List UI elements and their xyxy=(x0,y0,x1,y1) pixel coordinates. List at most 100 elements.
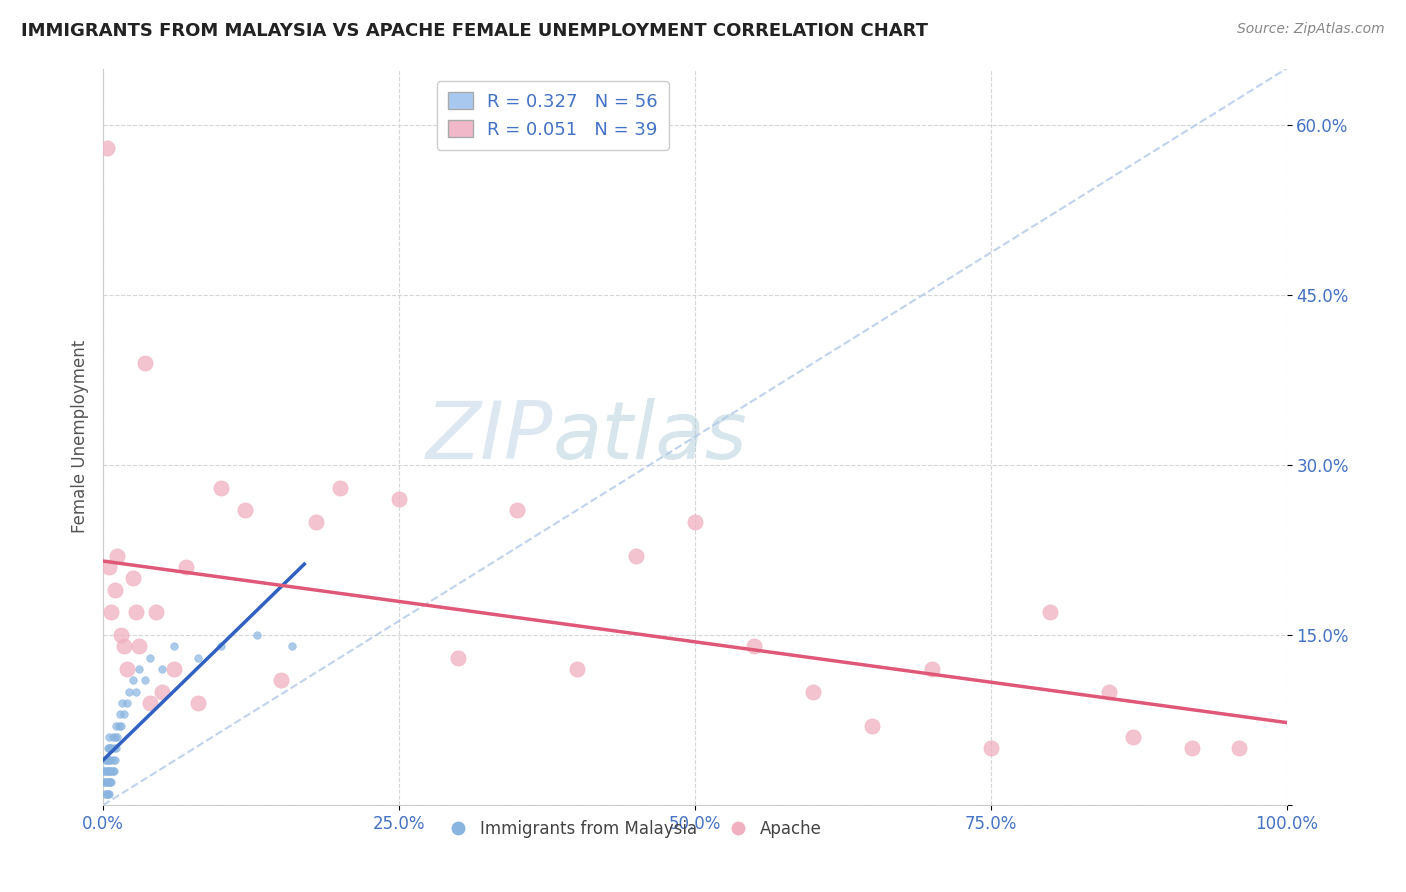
Point xyxy=(683,515,706,529)
Point xyxy=(125,684,148,698)
Point xyxy=(110,628,132,642)
Point xyxy=(1122,730,1144,744)
Point xyxy=(94,775,117,789)
Point xyxy=(110,719,132,733)
Point xyxy=(104,582,127,597)
Point xyxy=(93,775,115,789)
Point xyxy=(98,753,121,767)
Point xyxy=(150,662,173,676)
Point xyxy=(187,650,209,665)
Text: Source: ZipAtlas.com: Source: ZipAtlas.com xyxy=(1237,22,1385,37)
Point xyxy=(305,515,328,529)
Point xyxy=(980,741,1002,756)
Point xyxy=(921,662,943,676)
Point xyxy=(97,775,120,789)
Point xyxy=(134,673,156,688)
Point xyxy=(270,673,292,688)
Point xyxy=(96,141,118,155)
Point xyxy=(447,650,470,665)
Point xyxy=(104,730,127,744)
Point xyxy=(97,753,120,767)
Point xyxy=(150,684,173,698)
Text: IMMIGRANTS FROM MALAYSIA VS APACHE FEMALE UNEMPLOYMENT CORRELATION CHART: IMMIGRANTS FROM MALAYSIA VS APACHE FEMAL… xyxy=(21,22,928,40)
Point xyxy=(98,787,121,801)
Point xyxy=(1181,741,1204,756)
Text: ZIP: ZIP xyxy=(426,398,553,475)
Point xyxy=(101,764,124,778)
Point xyxy=(139,650,162,665)
Point xyxy=(145,606,167,620)
Point xyxy=(98,560,121,574)
Point xyxy=(96,753,118,767)
Legend: Immigrants from Malaysia, Apache: Immigrants from Malaysia, Apache xyxy=(443,814,828,845)
Point xyxy=(1039,606,1062,620)
Point xyxy=(125,606,148,620)
Point xyxy=(111,696,134,710)
Point xyxy=(107,719,129,733)
Point xyxy=(98,730,121,744)
Point xyxy=(114,707,136,722)
Point xyxy=(281,640,304,654)
Point xyxy=(105,719,128,733)
Point xyxy=(98,775,121,789)
Point xyxy=(98,741,121,756)
Point xyxy=(506,503,529,517)
Point xyxy=(101,753,124,767)
Point xyxy=(1227,741,1250,756)
Point xyxy=(1098,684,1121,698)
Point xyxy=(97,764,120,778)
Point xyxy=(105,730,128,744)
Point xyxy=(114,640,136,654)
Point xyxy=(801,684,824,698)
Point xyxy=(101,730,124,744)
Point xyxy=(246,628,269,642)
Point xyxy=(98,775,121,789)
Point xyxy=(100,606,122,620)
Point xyxy=(211,640,233,654)
Point xyxy=(115,662,138,676)
Point xyxy=(211,481,233,495)
Point xyxy=(115,696,138,710)
Point xyxy=(98,753,121,767)
Y-axis label: Female Unemployment: Female Unemployment xyxy=(72,340,89,533)
Point xyxy=(139,696,162,710)
Point xyxy=(742,640,765,654)
Point xyxy=(121,673,143,688)
Point xyxy=(104,753,127,767)
Point xyxy=(103,741,125,756)
Point xyxy=(624,549,647,563)
Point xyxy=(105,549,128,563)
Point xyxy=(163,640,186,654)
Point xyxy=(118,684,141,698)
Point xyxy=(388,492,411,507)
Point xyxy=(134,356,156,370)
Point xyxy=(96,775,118,789)
Point xyxy=(860,719,883,733)
Point xyxy=(100,764,122,778)
Point xyxy=(100,775,122,789)
Point xyxy=(121,571,143,585)
Point xyxy=(93,764,115,778)
Point xyxy=(97,787,120,801)
Point xyxy=(94,787,117,801)
Point xyxy=(100,741,122,756)
Point xyxy=(565,662,588,676)
Point xyxy=(98,764,121,778)
Point xyxy=(187,696,209,710)
Point xyxy=(94,753,117,767)
Point xyxy=(128,662,150,676)
Point xyxy=(233,503,256,517)
Point xyxy=(329,481,352,495)
Point xyxy=(96,787,118,801)
Point xyxy=(105,741,128,756)
Point xyxy=(97,741,120,756)
Point xyxy=(103,764,125,778)
Point xyxy=(94,764,117,778)
Point xyxy=(98,764,121,778)
Point xyxy=(163,662,186,676)
Point xyxy=(174,560,197,574)
Point xyxy=(96,764,118,778)
Point xyxy=(128,640,150,654)
Point xyxy=(108,707,131,722)
Point xyxy=(98,741,121,756)
